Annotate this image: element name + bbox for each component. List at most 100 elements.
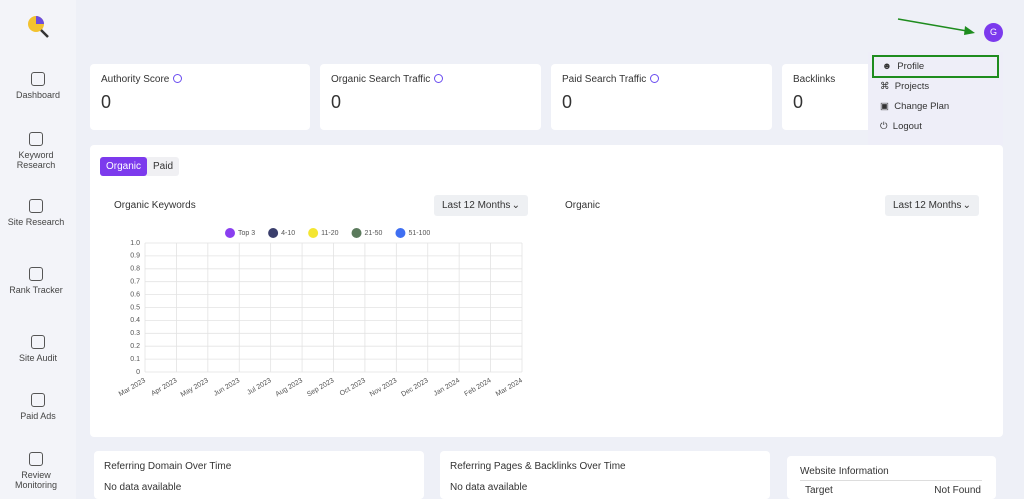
panel-title: Organic Keywords (114, 200, 196, 211)
nav-item[interactable]: Review Monitoring (0, 452, 72, 490)
nav-label: Site Research (7, 217, 65, 227)
divider (800, 480, 982, 481)
card-label: Authority Score (101, 74, 170, 85)
y-tick-label: 0.7 (130, 279, 140, 286)
nav-label: Site Audit (18, 353, 58, 363)
logo (28, 16, 49, 38)
nav-label: Paid Ads (20, 411, 56, 421)
x-tick-label: Nov 2023 (369, 377, 399, 398)
menu-label: Projects (894, 81, 930, 92)
card-title: Referring Pages & Backlinks Over Time (450, 461, 626, 472)
empty-text: No data available (104, 482, 182, 493)
card-value: 0 (562, 92, 573, 112)
card-title: Referring Domain Over Time (104, 461, 232, 472)
x-tick-label: Mar 2023 (118, 377, 147, 398)
legend-swatch (308, 228, 319, 238)
legend-label: 11-20 (321, 230, 338, 237)
nav-item[interactable]: Paid Ads (0, 393, 76, 421)
x-tick-label: Jul 2023 (246, 377, 273, 396)
menu-item[interactable]: ⌘ Projects (880, 81, 930, 92)
avatar[interactable]: G (984, 23, 1003, 42)
y-tick-label: 1.0 (130, 240, 140, 247)
y-tick-label: 0.5 (130, 304, 140, 311)
card-title: Website Information (800, 466, 889, 477)
nav-item[interactable]: Rank Tracker (0, 267, 72, 295)
nav-label: Rank Tracker (9, 285, 63, 295)
nav-icon (31, 393, 45, 407)
legend-label: 4-10 (281, 230, 295, 237)
tabs: Organic Paid (100, 157, 180, 176)
legend-swatch (225, 228, 235, 238)
card-label: Organic Search Traffic (331, 74, 431, 85)
stat-card: Paid Search Traffic 0 (551, 64, 772, 130)
menu-label: Profile (897, 61, 925, 72)
bottom-card: Referring Pages & Backlinks Over Time No… (440, 451, 770, 499)
info-icon[interactable] (650, 74, 660, 83)
tab[interactable]: Paid (153, 161, 174, 172)
info-icon[interactable] (173, 74, 183, 83)
x-tick-label: Mar 2024 (495, 377, 524, 398)
x-tick-label: Jun 2023 (213, 377, 242, 398)
legend-label: 51-100 (408, 230, 430, 237)
info-value: Not Found (934, 485, 981, 496)
y-tick-label: 0.1 (130, 356, 140, 363)
card-value: 0 (793, 92, 804, 112)
range-select[interactable]: Last 12 Months ⌄ (885, 195, 979, 216)
card-value: 0 (101, 92, 112, 112)
card-label: Backlinks (793, 74, 836, 85)
menu-label: Change Plan (894, 101, 950, 112)
x-tick-label: Apr 2023 (150, 377, 178, 397)
bottom-card: Referring Domain Over Time No data avail… (94, 451, 424, 499)
nav-icon (29, 452, 43, 466)
legend-label: 21-50 (365, 230, 383, 237)
x-tick-label: Aug 2023 (275, 377, 305, 398)
menu-item[interactable]: ⏻ Logout (880, 121, 922, 132)
menu-item[interactable]: ☻ Profile (882, 61, 925, 72)
select-label: Last 12 Months (442, 200, 511, 211)
y-tick-label: 0.3 (130, 330, 140, 337)
nav-icon (31, 335, 45, 349)
y-tick-label: 0.2 (130, 343, 140, 350)
x-tick-label: Jan 2024 (433, 377, 462, 398)
nav-icon (29, 199, 43, 213)
menu-label: Logout (892, 121, 922, 132)
nav-item[interactable]: Site Audit (0, 335, 76, 363)
nav-item[interactable]: Keyword Research (0, 132, 72, 170)
legend-swatch (268, 228, 279, 238)
nav-item[interactable]: Site Research (0, 199, 72, 227)
nav-label: Review Monitoring (14, 470, 58, 490)
nav-label: Dashboard (15, 90, 61, 100)
y-tick-label: 0.6 (130, 291, 140, 298)
menu-item[interactable]: ▣ Change Plan (880, 101, 950, 112)
card-label: Paid Search Traffic (562, 74, 647, 85)
nav-icon (31, 72, 45, 86)
empty-text: No data available (450, 482, 528, 493)
nav-label: Keyword Research (16, 150, 56, 170)
info-icon[interactable] (434, 74, 444, 83)
x-tick-label: Oct 2023 (339, 377, 367, 397)
sidebar: Dashboard Keyword Research Site Research… (0, 0, 76, 499)
y-tick-label: 0.8 (130, 266, 140, 273)
stat-card: Organic Search Traffic 0 (320, 64, 541, 130)
nav-icon (29, 132, 43, 146)
annotation-arrow (897, 18, 975, 35)
chart-panel: Organic Paid Organic Keywords Last 12 Mo… (90, 145, 1003, 437)
select-label: Last 12 Months (893, 200, 962, 211)
info-card: Website Information Target Not Found (787, 456, 996, 499)
x-tick-label: Dec 2023 (400, 377, 430, 398)
x-tick-label: Feb 2024 (463, 377, 492, 398)
info-key: Target (805, 485, 833, 496)
profile-menu: ☻ Profile ⌘ Projects ▣ Change Plan ⏻ Log… (868, 52, 1003, 145)
legend-swatch (351, 228, 362, 238)
highlight-box (872, 55, 999, 78)
range-select[interactable]: Last 12 Months ⌄ (434, 195, 528, 216)
tab[interactable]: Organic (100, 157, 148, 176)
x-tick-label: Sep 2023 (306, 377, 336, 398)
legend-label: Top 3 (238, 230, 255, 237)
y-tick-label: 0.9 (130, 253, 140, 260)
nav-item[interactable]: Dashboard (0, 72, 76, 100)
panel-title: Organic (565, 200, 601, 211)
card-value: 0 (331, 92, 342, 112)
